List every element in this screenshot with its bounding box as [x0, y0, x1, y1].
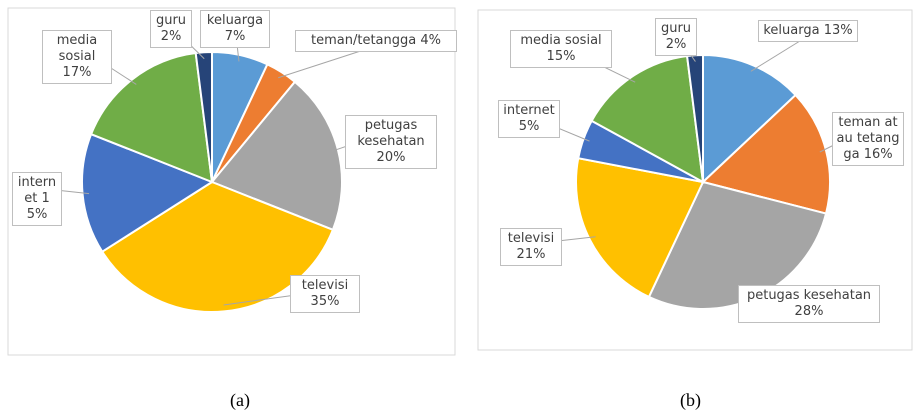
- data-label: televisi 21%: [500, 228, 562, 266]
- pie-slice: [575, 157, 705, 299]
- category-name: internet: [503, 103, 555, 118]
- value-label: 13%: [823, 23, 853, 38]
- category-name: petugas kesehatan: [746, 288, 872, 303]
- value-label: 15%: [546, 49, 576, 64]
- category-name: keluarga: [206, 13, 264, 28]
- value-label: 4%: [420, 33, 441, 48]
- data-label: petugas kesehatan 20%: [345, 115, 437, 169]
- pie-slice: [81, 132, 215, 254]
- category-name: televisi: [507, 231, 555, 246]
- value-label: 20%: [376, 150, 406, 165]
- caption: (b): [680, 390, 701, 410]
- pie-slice: [100, 180, 335, 313]
- caption: (a): [230, 390, 250, 410]
- pie-slice: [89, 51, 214, 184]
- data-label: guru 2%: [655, 18, 697, 56]
- data-label: internet 15%: [12, 172, 62, 226]
- value-label: 35%: [310, 294, 340, 309]
- pie-slice: [194, 50, 213, 183]
- data-label: guru 2%: [150, 10, 192, 48]
- category-name: teman/tetangga: [311, 33, 417, 48]
- value-label: 5%: [518, 119, 540, 134]
- value-label: 7%: [224, 29, 246, 44]
- pie-slice: [702, 53, 797, 185]
- data-label: keluarga 7%: [200, 10, 270, 48]
- value-label: 21%: [516, 247, 546, 262]
- value-label: 28%: [794, 304, 824, 319]
- category-name: keluarga: [763, 23, 820, 38]
- category-name: guru: [155, 13, 187, 28]
- value-label: 2%: [665, 37, 687, 52]
- chart-frame: [7, 7, 456, 356]
- pie-slice: [210, 80, 343, 232]
- data-label: petugas kesehatan 28%: [738, 285, 880, 323]
- category-name: teman atau tetangga: [836, 115, 900, 162]
- pie-slice: [590, 54, 705, 184]
- data-label: televisi 35%: [290, 275, 360, 313]
- category-name: media sosial: [56, 33, 98, 64]
- pie-slice: [700, 93, 831, 215]
- category-name: internet: [17, 175, 57, 206]
- data-label: media sosial 17%: [42, 30, 112, 84]
- category-name: televisi: [301, 278, 349, 293]
- value-label: 2%: [160, 29, 182, 44]
- data-label: keluarga 13%: [758, 20, 858, 42]
- category-name: media sosial: [520, 33, 602, 48]
- value-label: 15%: [26, 191, 50, 222]
- chart-frame: [477, 9, 913, 351]
- data-label: teman atau tetangga 16%: [832, 112, 904, 166]
- value-label: 16%: [863, 147, 893, 162]
- value-label: 17%: [62, 65, 92, 80]
- data-label: teman/tetangga 4%: [295, 30, 457, 52]
- data-label: internet 5%: [498, 100, 560, 138]
- category-name: guru: [660, 21, 692, 36]
- category-name: petugas kesehatan: [357, 118, 425, 149]
- data-label: media sosial 15%: [510, 30, 612, 68]
